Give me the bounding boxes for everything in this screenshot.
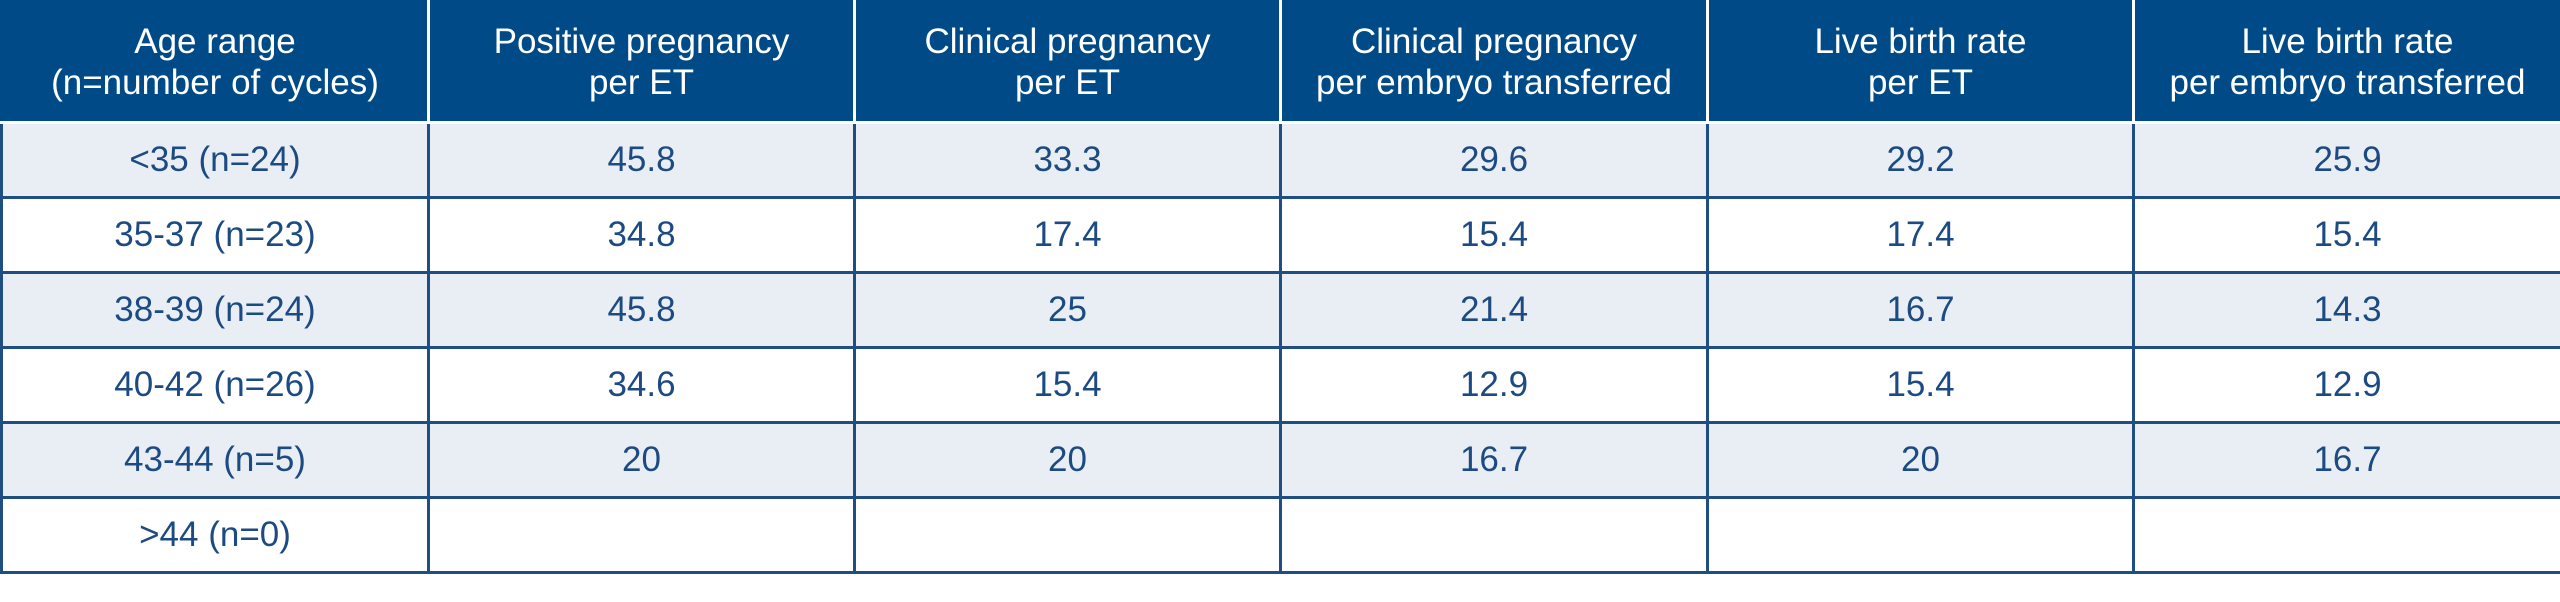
header-line: Positive pregnancy xyxy=(493,22,790,61)
cell-clinical-pregnancy-per-et: 33.3 xyxy=(853,121,1282,199)
cell-clinical-pregnancy-per-embryo: 29.6 xyxy=(1279,121,1709,199)
cell-live-birth-per-et: 20 xyxy=(1706,421,2135,499)
cell-age-range: 43-44 (n=5) xyxy=(0,421,430,499)
header-line: per ET xyxy=(1867,63,1974,102)
cell-positive-pregnancy-per-et: 34.6 xyxy=(427,346,856,424)
table-row: 43-44 (n=5) 20 20 16.7 20 16.7 xyxy=(0,421,2560,499)
cell-age-range: >44 (n=0) xyxy=(0,496,430,574)
cell-clinical-pregnancy-per-et xyxy=(853,496,1282,574)
cell-positive-pregnancy-per-et: 20 xyxy=(427,421,856,499)
header-positive-pregnancy-per-et: Positive pregnancy per ET xyxy=(427,0,856,124)
cell-clinical-pregnancy-per-embryo: 21.4 xyxy=(1279,271,1709,349)
header-age-range: Age range (n=number of cycles) xyxy=(0,0,430,124)
cell-positive-pregnancy-per-et: 45.8 xyxy=(427,121,856,199)
cell-live-birth-per-et: 15.4 xyxy=(1706,346,2135,424)
table-row: 40-42 (n=26) 34.6 15.4 12.9 15.4 12.9 xyxy=(0,346,2560,424)
table-row: >44 (n=0) xyxy=(0,496,2560,574)
cell-clinical-pregnancy-per-et: 25 xyxy=(853,271,1282,349)
cell-live-birth-per-embryo: 25.9 xyxy=(2132,121,2560,199)
table-header: Age range (n=number of cycles) Positive … xyxy=(0,0,2560,124)
cell-age-range: 40-42 (n=26) xyxy=(0,346,430,424)
cell-clinical-pregnancy-per-embryo xyxy=(1279,496,1709,574)
header-line: per embryo transferred xyxy=(1316,63,1672,102)
cell-live-birth-per-embryo: 16.7 xyxy=(2132,421,2560,499)
header-clinical-pregnancy-per-et: Clinical pregnancy per ET xyxy=(853,0,1282,124)
header-live-birth-per-et: Live birth rate per ET xyxy=(1706,0,2135,124)
cell-clinical-pregnancy-per-embryo: 15.4 xyxy=(1279,196,1709,274)
header-row: Age range (n=number of cycles) Positive … xyxy=(0,0,2560,124)
header-line: per ET xyxy=(1014,63,1121,102)
table-row: 38-39 (n=24) 45.8 25 21.4 16.7 14.3 xyxy=(0,271,2560,349)
header-line: Clinical pregnancy xyxy=(924,22,1211,61)
header-line: Live birth rate xyxy=(1814,22,2027,61)
header-line: per embryo transferred xyxy=(2169,63,2526,102)
header-clinical-pregnancy-per-embryo: Clinical pregnancy per embryo transferre… xyxy=(1279,0,1709,124)
cell-clinical-pregnancy-per-embryo: 12.9 xyxy=(1279,346,1709,424)
header-line: (n=number of cycles) xyxy=(51,63,379,102)
table-row: 35-37 (n=23) 34.8 17.4 15.4 17.4 15.4 xyxy=(0,196,2560,274)
cell-clinical-pregnancy-per-et: 17.4 xyxy=(853,196,1282,274)
cell-live-birth-per-embryo xyxy=(2132,496,2560,574)
header-line: Live birth rate xyxy=(2241,22,2454,61)
ivf-outcomes-table-container: Age range (n=number of cycles) Positive … xyxy=(0,0,2560,574)
cell-live-birth-per-embryo: 12.9 xyxy=(2132,346,2560,424)
header-line: Age range xyxy=(134,22,296,61)
cell-age-range: <35 (n=24) xyxy=(0,121,430,199)
header-line: Clinical pregnancy xyxy=(1351,22,1637,61)
cell-live-birth-per-et: 16.7 xyxy=(1706,271,2135,349)
cell-age-range: 35-37 (n=23) xyxy=(0,196,430,274)
cell-positive-pregnancy-per-et: 45.8 xyxy=(427,271,856,349)
cell-positive-pregnancy-per-et xyxy=(427,496,856,574)
cell-live-birth-per-et: 29.2 xyxy=(1706,121,2135,199)
table-row: <35 (n=24) 45.8 33.3 29.6 29.2 25.9 xyxy=(0,121,2560,199)
cell-age-range: 38-39 (n=24) xyxy=(0,271,430,349)
header-line: per ET xyxy=(588,63,695,102)
cell-clinical-pregnancy-per-et: 15.4 xyxy=(853,346,1282,424)
ivf-outcomes-table: Age range (n=number of cycles) Positive … xyxy=(0,0,2560,574)
header-live-birth-per-embryo: Live birth rate per embryo transferred xyxy=(2132,0,2560,124)
table-body: <35 (n=24) 45.8 33.3 29.6 29.2 25.9 35-3… xyxy=(0,121,2560,574)
cell-live-birth-per-embryo: 14.3 xyxy=(2132,271,2560,349)
cell-live-birth-per-et xyxy=(1706,496,2135,574)
cell-positive-pregnancy-per-et: 34.8 xyxy=(427,196,856,274)
cell-clinical-pregnancy-per-et: 20 xyxy=(853,421,1282,499)
cell-live-birth-per-embryo: 15.4 xyxy=(2132,196,2560,274)
cell-clinical-pregnancy-per-embryo: 16.7 xyxy=(1279,421,1709,499)
cell-live-birth-per-et: 17.4 xyxy=(1706,196,2135,274)
